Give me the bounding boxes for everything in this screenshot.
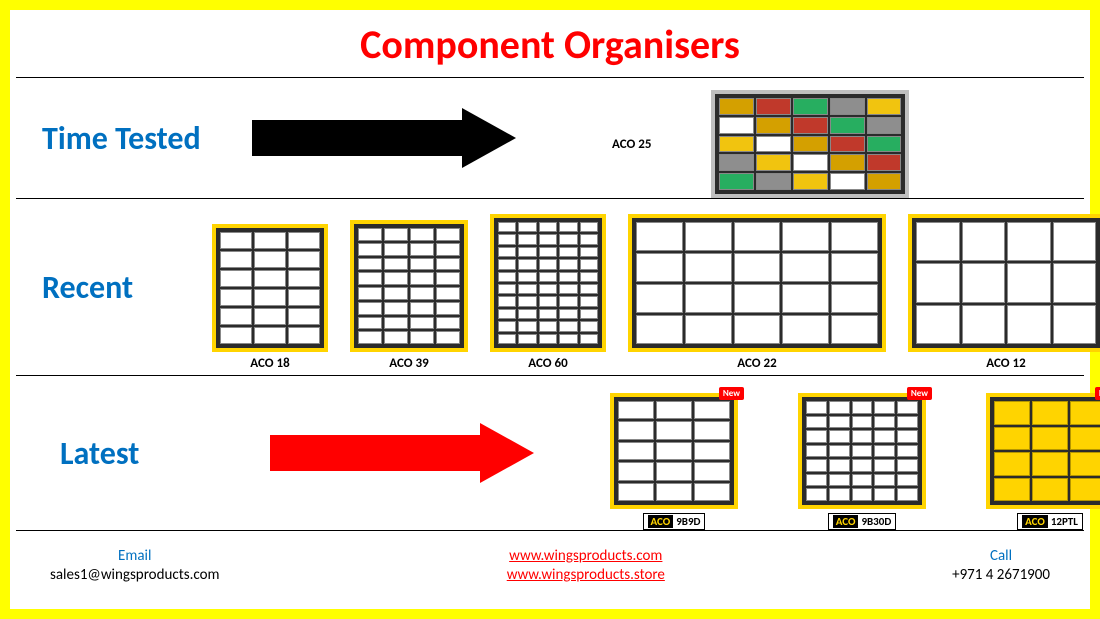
row-label-recent: Recent — [16, 268, 212, 307]
footer-email-label: Email — [50, 547, 219, 567]
new-badge: New — [907, 387, 932, 400]
row-time-tested: Time Tested ACO 25 — [10, 78, 1090, 198]
product-strip-latest: NewACO9B9DNewACO9B30DNewACO12PTL — [610, 376, 1100, 530]
footer-link-1[interactable]: www.wingsproducts.com — [507, 547, 665, 567]
row-label-latest: Latest — [16, 434, 270, 473]
new-badge: New — [719, 387, 744, 400]
product-aco22: ACO 22 — [628, 214, 886, 375]
new-badge: New — [1095, 387, 1100, 400]
footer-links: www.wingsproducts.com www.wingsproducts.… — [507, 547, 665, 586]
page-title: Component Organisers — [10, 10, 1090, 77]
row-recent: Recent ACO 18 ACO 39 ACO 60 ACO 22 ACO 12 — [10, 199, 1090, 375]
product-label: ACO 25 — [612, 133, 711, 156]
product-9b9d: NewACO9B9D — [610, 393, 738, 530]
product-label: ACO 18 — [250, 352, 289, 375]
product-aco18: ACO 18 — [212, 224, 328, 375]
product-strip-recent: ACO 18 ACO 39 ACO 60 ACO 22 ACO 12 — [212, 199, 1100, 375]
product-label: ACO 60 — [528, 352, 567, 375]
footer-call-value: +971 4 2671900 — [952, 566, 1050, 586]
product-tag: ACO9B9D — [643, 513, 706, 530]
slide-frame: Component Organisers Time Tested ACO 25 … — [0, 0, 1100, 619]
footer: Email sales1@wingsproducts.com www.wings… — [10, 531, 1090, 597]
product-9b30d: NewACO9B30D — [798, 393, 926, 530]
product-aco12: ACO 12 — [908, 214, 1100, 375]
footer-link-2[interactable]: www.wingsproducts.store — [507, 566, 665, 586]
row-latest: Latest NewACO9B9DNewACO9B30DNewACO12PTL — [10, 376, 1090, 530]
product-label: ACO 22 — [737, 352, 776, 375]
product-tag: ACO9B30D — [828, 513, 897, 530]
product-strip-time-tested: ACO 25 — [532, 78, 1084, 198]
footer-call-label: Call — [952, 547, 1050, 567]
product-label: ACO 12 — [986, 352, 1025, 375]
organiser-image — [711, 90, 909, 198]
row-label-time-tested: Time Tested — [16, 119, 252, 158]
product-aco39: ACO 39 — [350, 220, 468, 375]
arrow-red-icon — [270, 423, 550, 483]
product-12ptl: NewACO12PTL — [986, 393, 1100, 530]
product-aco25: ACO 25 — [612, 90, 909, 198]
arrow-black-icon — [252, 108, 532, 168]
footer-email-value: sales1@wingsproducts.com — [50, 566, 219, 586]
footer-call: Call +971 4 2671900 — [952, 547, 1050, 586]
footer-email: Email sales1@wingsproducts.com — [50, 547, 219, 586]
product-tag: ACO12PTL — [1017, 513, 1083, 530]
product-label: ACO 39 — [389, 352, 428, 375]
product-aco60: ACO 60 — [490, 214, 606, 375]
